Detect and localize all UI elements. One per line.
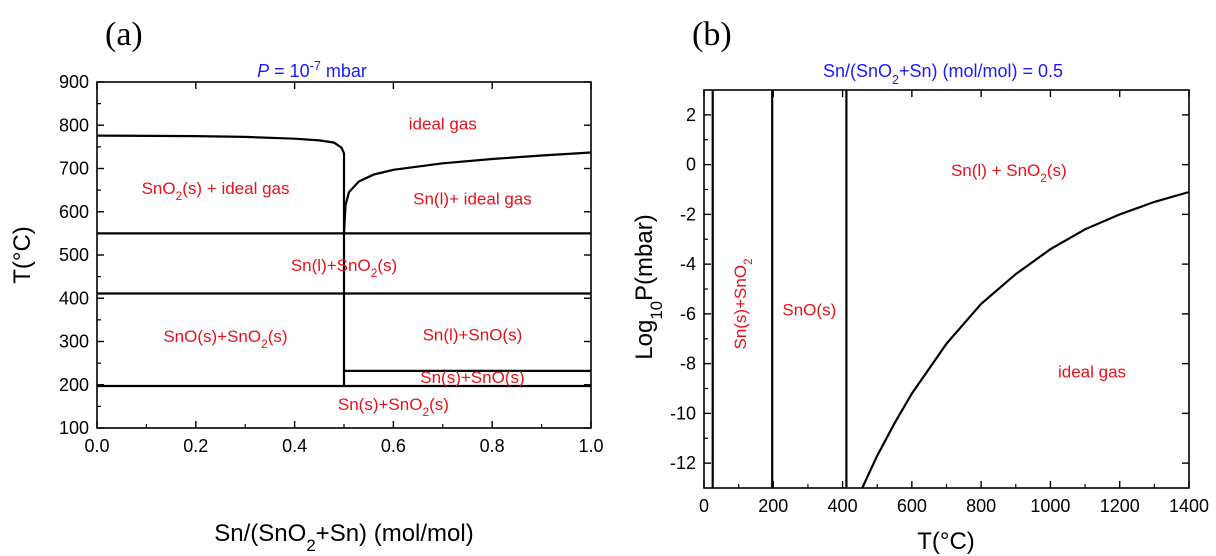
y-tick-label: 600 (59, 202, 89, 222)
chart-a-boundaries (96, 134, 592, 388)
x-tick-label: 1400 (1169, 496, 1209, 516)
chart-b: (b) Sn/(SnO2+Sn) (mol/mol) = 0.5 Sn(l) +… (631, 16, 1209, 555)
chart-a-title: P = 10-7 mbar (257, 59, 367, 81)
x-tick-label: 0 (699, 496, 709, 516)
chart-b-region-labels: Sn(l) + SnO2(s) SnO(s) ideal gas Sn(s)+SnO2 (732, 162, 1126, 382)
region-label-5: SnO(s)+SnO2(s) (163, 328, 287, 352)
x-tick-label: 200 (758, 496, 788, 516)
panel-label-b: (b) (692, 16, 732, 53)
y-tick-label: -6 (680, 304, 696, 324)
x-tick-label: 400 (828, 496, 858, 516)
region-label-7: Sn(s)+SnO(s) (420, 369, 524, 388)
region-label-2: SnO(s) (782, 301, 836, 320)
region-label-4: Sn(l)+SnO2(s) (291, 257, 397, 281)
y-tick-label: 300 (59, 332, 89, 352)
region-label-1: ideal gas (409, 115, 477, 134)
y-tick-label: 800 (59, 115, 89, 135)
x-tick-label: 1000 (1030, 496, 1070, 516)
chart-b-frame (703, 89, 1190, 489)
y-tick-label: -10 (670, 403, 696, 423)
x-tick-label: 0.8 (480, 436, 505, 456)
y-tick-label: 700 (59, 159, 89, 179)
chart-a: (a) P = 10-7 mbar ideal gas SnO2(s) + ide… (9, 16, 604, 555)
y-tick-label: -2 (680, 204, 696, 224)
panel-label-a: (a) (105, 16, 143, 53)
chart-b-x-axis: 0 200 400 600 800 1000 1200 1400 (699, 90, 1209, 516)
y-tick-label: -4 (680, 254, 696, 274)
x-tick-label: 600 (897, 496, 927, 516)
chart-b-x-axis-title: T(°C) (917, 528, 975, 555)
y-tick-label: 400 (59, 288, 89, 308)
y-tick-label: -12 (670, 453, 696, 473)
x-tick-label: 0.6 (381, 436, 406, 456)
chart-a-x-axis: 0.0 0.2 0.4 0.6 0.8 1.0 (84, 82, 604, 456)
y-tick-label: 0 (686, 155, 696, 175)
x-tick-label: 0.2 (183, 436, 208, 456)
region-label-2: SnO2(s) + ideal gas (142, 180, 290, 204)
y-tick-label: 2 (686, 105, 696, 125)
region-label-3: Sn(l)+ ideal gas (413, 190, 532, 209)
y-tick-label: 500 (59, 245, 89, 265)
chart-a-y-axis: 100 200 300 400 500 600 700 800 900 (59, 72, 591, 438)
y-tick-label: -8 (680, 354, 696, 374)
y-tick-label: 900 (59, 72, 89, 92)
chart-b-boundaries (711, 90, 1190, 489)
y-tick-label: 100 (59, 418, 89, 438)
region-label-4: Sn(s)+SnO2 (732, 258, 756, 350)
chart-b-title: Sn/(SnO2+Sn) (mol/mol) = 0.5 (823, 61, 1063, 87)
x-tick-label: 0.0 (84, 436, 109, 456)
x-tick-label: 800 (966, 496, 996, 516)
chart-a-x-axis-title: Sn/(SnO2+Sn) (mol/mol) (214, 520, 473, 555)
chart-b-y-axis: -12 -10 -8 -6 -4 -2 0 2 (670, 105, 1189, 473)
chart-a-region-labels: ideal gas SnO2(s) + ideal gas Sn(l)+ ideal… (142, 115, 532, 419)
region-label-3: ideal gas (1058, 363, 1126, 382)
phase-boundary-2 (342, 151, 592, 234)
region-label-6: Sn(l)+SnO(s) (423, 326, 523, 345)
chart-a-y-axis-title: T(°C) (9, 226, 36, 284)
y-tick-label: 200 (59, 375, 89, 395)
x-tick-label: 1200 (1100, 496, 1140, 516)
region-label-8: Sn(s)+SnO2(s) (338, 395, 449, 419)
phase-boundary-1 (96, 134, 346, 234)
region-label-1: Sn(l) + SnO2(s) (951, 162, 1067, 186)
chart-b-y-axis-title: Log10P(mbar) (631, 214, 666, 359)
x-tick-label: 1.0 (578, 436, 603, 456)
x-tick-label: 0.4 (282, 436, 307, 456)
phase-boundary-4 (861, 190, 1190, 489)
